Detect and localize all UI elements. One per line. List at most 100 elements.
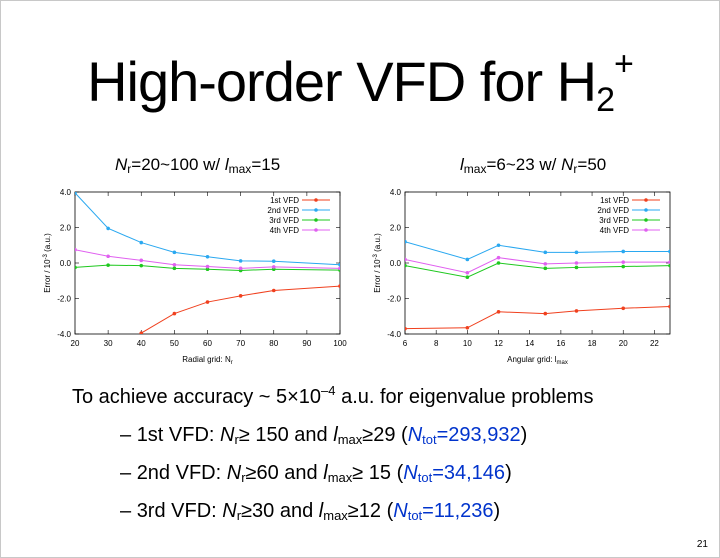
x-tick-label: 10 <box>463 339 472 348</box>
data-point <box>574 261 579 265</box>
series-line <box>140 285 340 334</box>
data-point <box>271 265 276 269</box>
legend-marker <box>314 208 318 212</box>
data-point <box>465 325 470 330</box>
data-point <box>338 284 340 288</box>
y-tick-label: -2.0 <box>57 295 71 304</box>
data-point <box>621 260 626 264</box>
series-group <box>75 192 340 334</box>
y-tick-label: 4.0 <box>390 188 402 197</box>
legend-marker <box>644 218 648 222</box>
data-point <box>621 249 626 254</box>
data-point <box>172 311 177 316</box>
legend-marker <box>314 218 318 222</box>
x-axis-label: Angular grid: lmax <box>507 355 568 366</box>
data-point <box>205 300 210 304</box>
bullet-3rd-vfd: – 3rd VFD: Nr≥30 and lmax≥12 (Ntot=11,23… <box>120 500 501 523</box>
legend-marker <box>644 228 648 232</box>
data-point <box>405 239 407 244</box>
data-point <box>543 311 548 316</box>
legend-marker <box>314 228 318 232</box>
data-point <box>496 261 501 265</box>
data-point <box>621 306 626 311</box>
series-line <box>75 264 340 271</box>
bullet-1st-vfd: – 1st VFD: Nr≥ 150 and lmax≥29 (Ntot=293… <box>120 424 528 447</box>
x-tick-label: 8 <box>434 339 439 348</box>
bullet-2nd-vfd: – 2nd VFD: Nr≥60 and lmax≥ 15 (Ntot=34,1… <box>120 462 512 485</box>
y-tick-label: 0.0 <box>60 259 72 268</box>
data-point <box>238 266 243 271</box>
legend-marker <box>314 198 318 202</box>
data-point <box>75 247 77 252</box>
data-point <box>139 331 144 334</box>
x-tick-label: 90 <box>302 339 311 348</box>
data-point <box>668 249 670 254</box>
data-point <box>543 250 548 255</box>
data-point <box>668 260 670 264</box>
data-point <box>139 263 144 268</box>
data-point <box>271 259 276 264</box>
legend-label: 4th VFD <box>270 226 300 235</box>
legend-label: 1st VFD <box>600 196 629 205</box>
data-point <box>75 265 77 270</box>
page-number: 21 <box>696 539 708 550</box>
data-point <box>75 192 77 195</box>
x-tick-label: 70 <box>236 339 245 348</box>
right-plot-caption: lmax=6~23 w/ Nr=50 <box>460 155 607 176</box>
data-point <box>139 258 144 263</box>
x-tick-label: 6 <box>403 339 408 348</box>
legend-marker <box>644 208 648 212</box>
series-line <box>75 249 340 269</box>
data-point <box>106 254 110 259</box>
data-point <box>574 265 579 270</box>
x-tick-label: 60 <box>203 339 212 348</box>
y-axis-label: Error / 10-3 (a.u.) <box>43 233 52 293</box>
y-tick-label: -2.0 <box>387 295 401 304</box>
data-point <box>465 257 470 262</box>
data-point <box>574 250 579 255</box>
data-point <box>338 262 340 267</box>
data-point <box>405 263 407 268</box>
x-tick-label: 22 <box>650 339 659 348</box>
accuracy-summary: To achieve accuracy ~ 5×10–4 a.u. for ei… <box>72 383 594 408</box>
data-point <box>106 263 110 267</box>
x-tick-label: 16 <box>556 339 565 348</box>
legend-label: 2nd VFD <box>267 206 299 215</box>
series-line <box>405 262 670 278</box>
series-line <box>405 241 670 260</box>
data-point <box>574 309 579 313</box>
x-tick-label: 18 <box>588 339 597 348</box>
data-point <box>238 294 243 298</box>
x-tick-label: 50 <box>170 339 179 348</box>
legend-label: 3rd VFD <box>599 216 629 225</box>
series-group <box>405 239 670 331</box>
y-tick-label: -4.0 <box>57 330 71 339</box>
data-point <box>205 254 210 259</box>
y-tick-label: 2.0 <box>390 224 402 233</box>
data-point <box>106 226 110 231</box>
y-tick-label: 2.0 <box>60 224 72 233</box>
data-point <box>338 266 340 271</box>
y-tick-label: -4.0 <box>387 330 401 339</box>
data-point <box>405 257 407 262</box>
x-tick-label: 30 <box>104 339 113 348</box>
legend-label: 2nd VFD <box>597 206 629 215</box>
series-line <box>405 257 670 274</box>
data-point <box>465 270 470 275</box>
left-plot-caption: Nr=20~100 w/ lmax=15 <box>115 155 281 176</box>
x-tick-label: 14 <box>525 339 534 348</box>
data-point <box>621 264 626 269</box>
slide-title: High-order VFD for H2+ <box>87 45 634 119</box>
data-point <box>139 240 144 245</box>
data-point <box>496 310 501 314</box>
data-point <box>172 250 177 255</box>
data-point <box>668 263 670 268</box>
y-tick-label: 0.0 <box>390 259 402 268</box>
data-point <box>543 266 548 271</box>
data-point <box>172 262 177 267</box>
x-tick-label: 20 <box>619 339 628 348</box>
x-tick-label: 12 <box>494 339 503 348</box>
data-point <box>405 326 407 331</box>
data-point <box>205 267 210 272</box>
data-point <box>543 262 548 266</box>
